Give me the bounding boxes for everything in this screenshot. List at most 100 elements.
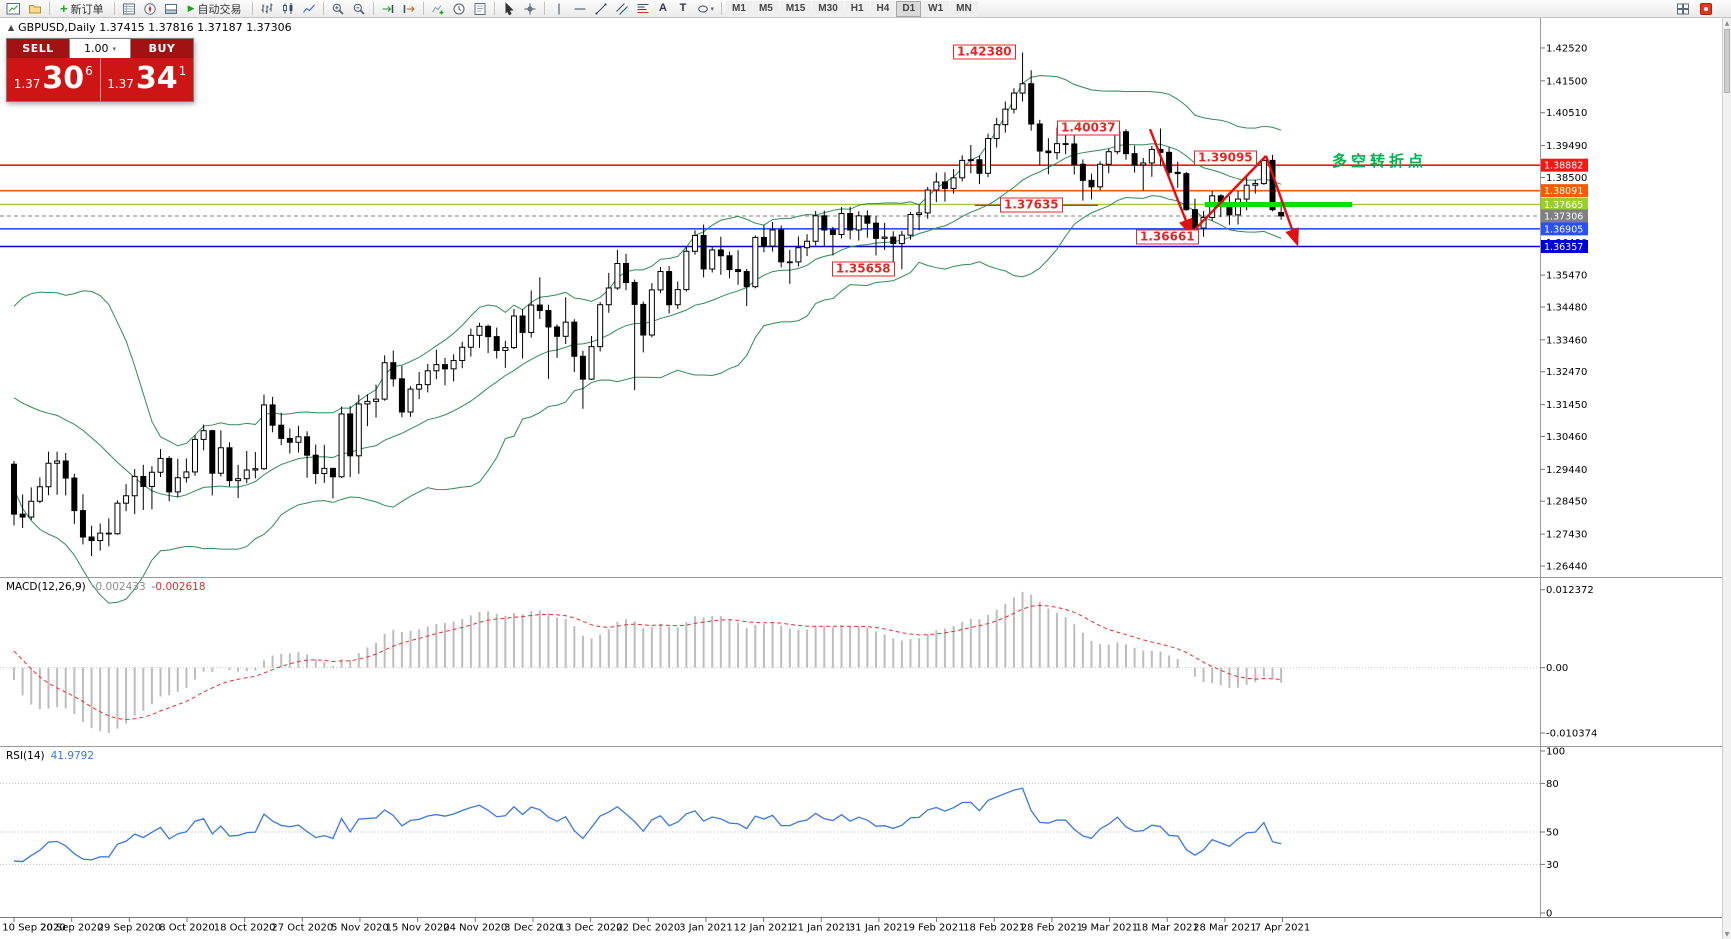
svg-text:18 Mar 2021: 18 Mar 2021 xyxy=(1135,923,1198,934)
shapes-button[interactable]: ▾ xyxy=(694,1,718,17)
label-tool-button[interactable]: T xyxy=(674,1,693,17)
toolbar-divider xyxy=(113,2,115,15)
price-axis-marker xyxy=(1541,222,1588,236)
macd-signal-value: -0.002618 xyxy=(151,581,206,593)
svg-text:1.37306: 1.37306 xyxy=(1544,211,1583,222)
trade-panel-prices: 1.37 30 6 1.37 34 1 xyxy=(7,58,193,101)
one-click-trading-panel: SELL 1.00 ▾ BUY 1.37 30 6 1.37 34 1 xyxy=(6,38,194,102)
sell-price-button[interactable]: 1.37 30 6 xyxy=(7,58,100,101)
tab-m1[interactable]: M1 xyxy=(726,0,752,17)
template-icon xyxy=(474,2,486,15)
text-tool-button[interactable]: A xyxy=(654,1,673,17)
svg-text:1.36905: 1.36905 xyxy=(1544,224,1583,235)
svg-text:1.39490: 1.39490 xyxy=(1546,141,1587,152)
scroll-up-icon[interactable]: ▲ xyxy=(1724,19,1730,27)
tab-m5[interactable]: M5 xyxy=(752,0,779,17)
tab-w1[interactable]: W1 xyxy=(922,0,950,17)
svg-text:18 Oct 2020: 18 Oct 2020 xyxy=(214,923,276,934)
macd-panel[interactable] xyxy=(0,578,1540,746)
svg-text:1.30460: 1.30460 xyxy=(1546,432,1587,443)
new-chart-button[interactable] xyxy=(3,1,24,17)
svg-text:-0.010374: -0.010374 xyxy=(1546,729,1597,740)
svg-text:1.38882: 1.38882 xyxy=(1544,161,1583,172)
bb-layer xyxy=(13,75,1282,604)
tab-m30[interactable]: M30 xyxy=(812,0,844,17)
window-layout-button[interactable] xyxy=(1673,1,1693,17)
svg-text:1.37665: 1.37665 xyxy=(1544,200,1583,211)
svg-text:10 Sep 2020: 10 Sep 2020 xyxy=(2,923,65,934)
scrollbar-thumb[interactable] xyxy=(1724,29,1730,93)
auto-scroll-button[interactable] xyxy=(378,1,398,17)
chevron-down-icon: ▾ xyxy=(112,44,116,53)
bar-chart-button[interactable] xyxy=(257,1,277,17)
trend-arrow-annotation[interactable] xyxy=(1264,155,1299,247)
tab-m15[interactable]: M15 xyxy=(779,0,812,17)
svg-text:12 Jan 2021: 12 Jan 2021 xyxy=(734,923,794,934)
compass-icon xyxy=(143,2,156,15)
price-axis[interactable] xyxy=(1540,18,1722,917)
line-chart-button[interactable] xyxy=(299,1,319,17)
navigator-button[interactable] xyxy=(140,1,160,17)
rsi-panel[interactable] xyxy=(0,747,1540,917)
indicators-button[interactable] xyxy=(428,1,448,17)
market-watch-icon xyxy=(122,3,135,14)
svg-text:31 Jan 2021: 31 Jan 2021 xyxy=(849,923,909,934)
alert-button[interactable] xyxy=(1696,1,1715,17)
tab-mn[interactable]: MN xyxy=(950,0,978,17)
collapse-panel-icon[interactable]: ▲ xyxy=(8,23,15,32)
vertical-line-button[interactable] xyxy=(549,1,569,17)
svg-text:27 Oct 2020: 27 Oct 2020 xyxy=(271,923,333,934)
autotrading-button[interactable]: ▶ 自动交易 xyxy=(182,1,248,17)
periods-button[interactable] xyxy=(449,1,469,17)
market-watch-button[interactable] xyxy=(119,1,139,17)
zoom-in-icon xyxy=(332,3,344,15)
toolbar-divider xyxy=(422,2,424,15)
candlestick-chart-button[interactable] xyxy=(278,1,298,17)
horizontal-line-button[interactable] xyxy=(570,1,590,17)
tab-h4[interactable]: H4 xyxy=(870,0,896,17)
vertical-scrollbar[interactable]: ▲ ▼ xyxy=(1722,18,1731,939)
macd-layer xyxy=(0,591,1540,733)
sell-price-prefix: 1.37 xyxy=(13,77,41,91)
svg-text:1.38091: 1.38091 xyxy=(1544,186,1583,197)
alert-icon xyxy=(1699,2,1712,15)
terminal-icon xyxy=(164,3,177,14)
svg-text:1.40510: 1.40510 xyxy=(1546,108,1587,119)
tab-h1[interactable]: H1 xyxy=(844,0,870,17)
svg-text:9 Feb 2021: 9 Feb 2021 xyxy=(909,923,965,934)
zoom-out-button[interactable] xyxy=(349,1,369,17)
buy-price-button[interactable]: 1.37 34 1 xyxy=(99,58,194,101)
ann-layer xyxy=(975,128,1352,247)
trendline-button[interactable] xyxy=(591,1,611,17)
scroll-down-icon[interactable]: ▼ xyxy=(1724,930,1730,938)
trend-arrow-annotation[interactable] xyxy=(1148,128,1193,237)
terminal-button[interactable] xyxy=(161,1,181,17)
sell-button[interactable]: SELL xyxy=(7,39,69,58)
cursor-button[interactable] xyxy=(499,1,519,17)
svg-text:1.38500: 1.38500 xyxy=(1546,173,1587,184)
svg-text:29 Sep 2020: 29 Sep 2020 xyxy=(98,923,161,934)
price-axis-marker xyxy=(1541,158,1588,172)
svg-text:0.00: 0.00 xyxy=(1546,663,1568,674)
channel-button[interactable] xyxy=(612,1,632,17)
new-order-button[interactable]: + 新订单 xyxy=(54,1,110,17)
shapes-icon xyxy=(697,5,708,12)
templates-button[interactable] xyxy=(470,1,490,17)
main-chart-panel[interactable] xyxy=(0,18,1540,577)
tab-d1[interactable]: D1 xyxy=(896,0,922,17)
trend-arrow-annotation[interactable] xyxy=(1190,155,1267,235)
lot-size-input[interactable]: 1.00 ▾ xyxy=(69,39,131,58)
buy-button[interactable]: BUY xyxy=(131,39,193,58)
horizontal-line-icon xyxy=(574,8,586,9)
crosshair-button[interactable] xyxy=(520,1,540,17)
price-axis-marker xyxy=(1541,240,1588,254)
trade-panel-header: SELL 1.00 ▾ BUY xyxy=(7,39,193,58)
fibonacci-button[interactable] xyxy=(633,1,653,17)
zoom-in-button[interactable] xyxy=(328,1,348,17)
chart-shift-button[interactable] xyxy=(399,1,419,17)
profiles-button[interactable] xyxy=(25,1,45,17)
bar-chart-icon xyxy=(261,3,272,13)
time-axis[interactable] xyxy=(0,917,1540,939)
